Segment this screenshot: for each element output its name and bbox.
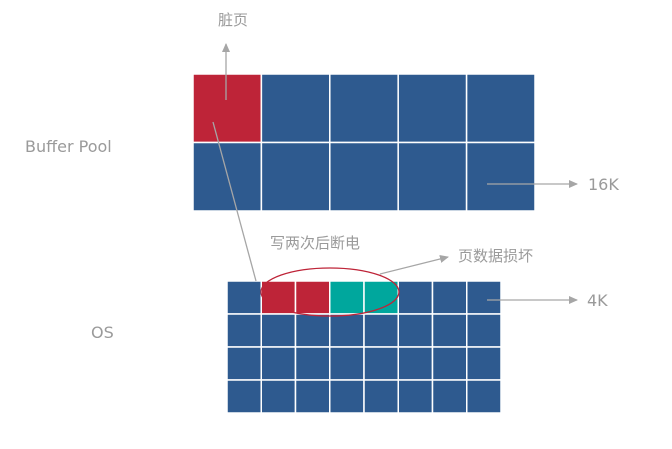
os-page-r0-c0 [226, 280, 262, 315]
os-page-r3-c3 [329, 379, 365, 414]
os-page-grid [226, 280, 502, 414]
os-page-r1-c6 [431, 313, 468, 348]
buffer-pool-grid [192, 73, 536, 212]
buffer-pool-page-r0-c1 [260, 73, 331, 144]
partial-write-highlight [260, 267, 400, 317]
os-page-r2-c3 [329, 346, 365, 381]
os-page-r2-c2 [294, 346, 331, 381]
buffer-pool-page-r1-c4 [465, 141, 536, 212]
buffer-pool-page-r0-c2 [329, 73, 399, 144]
buffer-pool-page-r1-c3 [397, 141, 468, 212]
size-4k-label: 4K [587, 291, 608, 310]
os-page-r2-c4 [363, 346, 399, 381]
corruption-arrow [379, 255, 449, 275]
buffer-pool-page-r1-c1 [260, 141, 331, 212]
os-page-r3-c1 [260, 379, 297, 414]
flush-line [212, 121, 257, 282]
buffer-pool-page-r0-c3 [397, 73, 468, 144]
os-page-r0-c1 [260, 280, 297, 315]
os-page-r1-c4 [363, 313, 399, 348]
os-page-r3-c0 [226, 379, 262, 414]
os-page-r3-c2 [294, 379, 331, 414]
os-page-r0-c4 [363, 280, 399, 315]
os-page-r0-c6 [431, 280, 468, 315]
os-page-r1-c3 [329, 313, 365, 348]
os-page-r0-c3 [329, 280, 365, 315]
os-page-r2-c7 [466, 346, 502, 381]
os-page-r0-c5 [397, 280, 434, 315]
os-page-r1-c0 [226, 313, 262, 348]
buffer-pool-page-r0-c4 [465, 73, 536, 144]
os-page-r2-c1 [260, 346, 297, 381]
page-data-corrupt-label: 页数据损坏 [458, 247, 533, 265]
os-page-r1-c7 [466, 313, 502, 348]
os-page-r2-c6 [431, 346, 468, 381]
os-page-r1-c5 [397, 313, 434, 348]
os-page-r1-c2 [294, 313, 331, 348]
os-page-r2-c0 [226, 346, 262, 381]
write-twice-crash-label: 写两次后断电 [270, 234, 360, 252]
os-page-r3-c5 [397, 379, 434, 414]
os-page-r3-c4 [363, 379, 399, 414]
os-page-r0-c2 [294, 280, 331, 315]
os-label: OS [91, 323, 114, 342]
buffer-pool-page-r1-c2 [329, 141, 399, 212]
os-page-r1-c1 [260, 313, 297, 348]
buffer-pool-page-r0-c0 [192, 73, 263, 144]
os-page-r3-c6 [431, 379, 468, 414]
os-page-r2-c5 [397, 346, 434, 381]
dirty-page-label: 脏页 [218, 11, 248, 29]
size-16k-label: 16K [588, 175, 619, 194]
buffer-pool-label: Buffer Pool [25, 137, 112, 156]
os-page-r3-c7 [466, 379, 502, 414]
os-page-r0-c7 [466, 280, 502, 315]
